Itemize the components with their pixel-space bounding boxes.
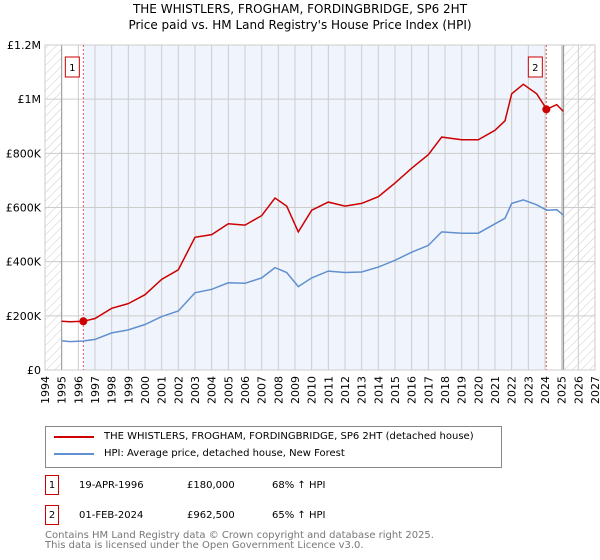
x-tick-label: 2016 <box>406 376 419 404</box>
x-tick-label: 2017 <box>422 376 435 404</box>
x-tick-label: 2020 <box>472 376 485 404</box>
x-tick-label: 2002 <box>172 376 185 404</box>
x-tick-label: 2006 <box>239 376 252 404</box>
legend: THE WHISTLERS, FROGHAM, FORDINGBRIDGE, S… <box>45 426 502 468</box>
y-tick-label: £800K <box>6 147 42 160</box>
x-tick-label: 2012 <box>339 376 352 404</box>
price-chart: 1994 1995 1996 1997 1998 1999 2000 2001 2002 2003… <box>6 39 600 404</box>
y-tick-label: £200K <box>6 310 42 323</box>
sale-point <box>542 105 551 114</box>
y-tick-label: £0 <box>27 364 41 377</box>
plot-border <box>44 44 596 371</box>
sale-price: £962,500 <box>187 509 235 521</box>
sale-point <box>79 317 88 326</box>
x-tick-label: 2014 <box>372 376 385 404</box>
y-tick-label: £1.2M <box>7 39 41 52</box>
sale-hpi-diff: 68% ↑ HPI <box>272 479 326 491</box>
x-tick-label: 2010 <box>306 376 319 404</box>
y-tick-label: £600K <box>6 202 42 215</box>
x-tick-label: 2008 <box>272 376 285 404</box>
legend-label-property: THE WHISTLERS, FROGHAM, FORDINGBRIDGE, S… <box>104 431 474 442</box>
x-tick-label: 2021 <box>489 376 502 404</box>
x-tick-label: 2009 <box>289 376 302 404</box>
sale-badge: 1 <box>45 475 59 495</box>
x-tick-label: 2024 <box>539 376 552 404</box>
property-line <box>61 83 564 323</box>
x-tick-label: 2011 <box>322 376 335 404</box>
chart-subtitle: Price paid vs. HM Land Registry's House … <box>128 18 472 32</box>
x-tick-label: 2003 <box>189 376 202 404</box>
x-tick-label: 2007 <box>256 376 269 404</box>
legend-label-hpi: HPI: Average price, detached house, New … <box>104 448 345 459</box>
chart-title: THE WHISTLERS, FROGHAM, FORDINGBRIDGE, S… <box>132 2 468 16</box>
legend-swatch-hpi <box>54 452 94 455</box>
x-tick-label: 2005 <box>222 376 235 404</box>
hpi-line <box>61 199 564 343</box>
x-tick-label: 2001 <box>156 376 169 404</box>
x-tick-label: 2019 <box>456 376 469 404</box>
sale-date: 01-FEB-2024 <box>79 509 144 521</box>
sale-row-2: 2 01-FEB-2024 £962,500 65% ↑ HPI <box>45 505 325 525</box>
x-tick-label: 2026 <box>572 376 585 404</box>
y-tick-label: £1M <box>18 93 42 106</box>
sale-label: 1 <box>69 63 75 74</box>
x-tick-label: 1999 <box>122 376 135 404</box>
x-tick-label: 1996 <box>72 376 85 404</box>
sale-label-box <box>527 56 543 78</box>
sale-price: £180,000 <box>187 479 235 491</box>
x-tick-label: 2027 <box>589 376 600 404</box>
sale-hpi-diff: 65% ↑ HPI <box>272 509 326 521</box>
x-tick-label: 1994 <box>39 376 52 404</box>
x-tick-label: 2023 <box>522 376 535 404</box>
x-tick-label: 1997 <box>89 376 102 404</box>
footer: Contains HM Land Registry data © Crown c… <box>45 531 434 551</box>
sale-row-1: 1 19-APR-1996 £180,000 68% ↑ HPI <box>45 475 325 495</box>
footer-line-2: This data is licensed under the Open Gov… <box>45 540 364 551</box>
x-tick-label: 2022 <box>506 376 519 404</box>
y-tick-label: £400K <box>6 256 42 269</box>
x-tick-label: 2018 <box>439 376 452 404</box>
x-tick-label: 2000 <box>139 376 152 404</box>
x-tick-label: 2015 <box>389 376 402 404</box>
x-tick-label: 2025 <box>556 376 569 404</box>
sale-badge: 2 <box>45 505 59 525</box>
sale-label: 2 <box>532 63 538 74</box>
legend-swatch-property <box>54 435 94 438</box>
x-tick-label: 2013 <box>356 376 369 404</box>
sale-date: 19-APR-1996 <box>79 479 144 491</box>
sale-label-box <box>64 56 80 78</box>
x-tick-label: 1995 <box>56 376 69 404</box>
x-tick-label: 1998 <box>106 376 119 404</box>
footer-line-1: Contains HM Land Registry data © Crown c… <box>45 530 434 541</box>
x-tick-label: 2004 <box>206 376 219 404</box>
